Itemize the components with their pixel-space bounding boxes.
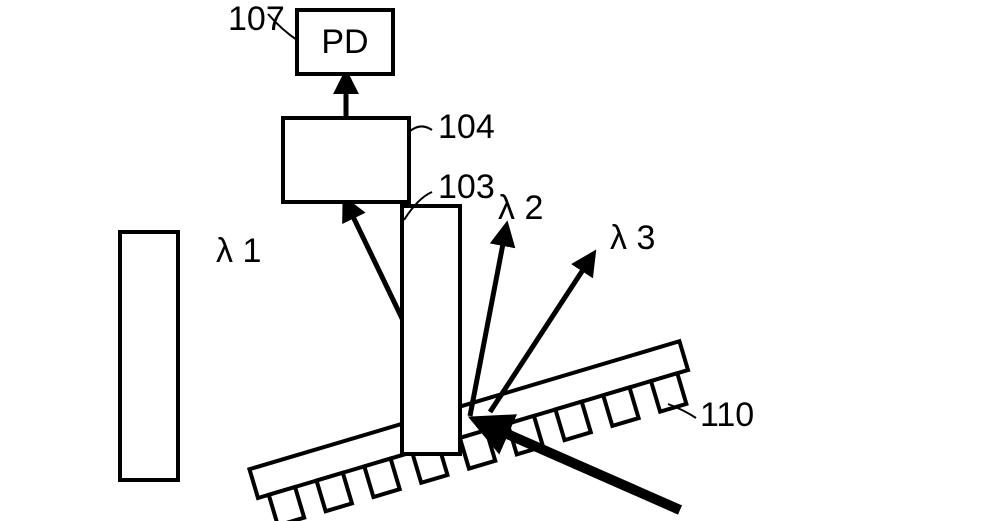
grating-tooth xyxy=(317,473,352,511)
ref-110: 110 xyxy=(700,396,754,435)
lambda3-label: λ 3 xyxy=(610,219,655,258)
ref-107: 107 xyxy=(228,0,285,39)
slit-slab-left xyxy=(120,232,178,480)
optic-104 xyxy=(283,118,409,202)
lambda1-label: λ 1 xyxy=(216,232,261,271)
ref-103: 103 xyxy=(438,168,495,207)
lambda2-label: λ 2 xyxy=(498,189,543,228)
diffracted-lambda2 xyxy=(470,228,506,416)
slit-slab-right xyxy=(402,206,460,454)
ref-104: 104 xyxy=(438,108,495,147)
grating-tooth xyxy=(651,373,686,411)
grating-tooth xyxy=(269,487,304,521)
grating-tooth xyxy=(603,387,638,425)
grating-tooth xyxy=(364,459,399,497)
pd-label: PD xyxy=(321,23,368,61)
grating-tooth xyxy=(460,430,495,468)
grating-tooth xyxy=(555,402,590,440)
leader-104 xyxy=(409,126,432,132)
